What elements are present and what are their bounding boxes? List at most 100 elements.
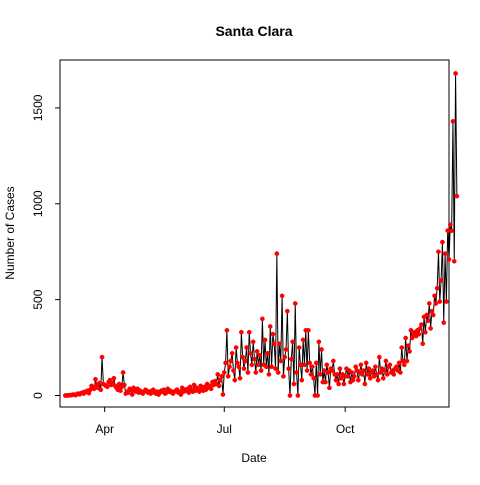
data-point bbox=[308, 361, 312, 365]
data-point bbox=[381, 376, 385, 380]
data-point bbox=[397, 361, 401, 365]
data-point bbox=[359, 363, 363, 367]
data-point bbox=[275, 252, 279, 256]
data-point bbox=[440, 240, 444, 244]
data-point bbox=[394, 365, 398, 369]
data-point bbox=[300, 378, 304, 382]
data-point bbox=[92, 387, 96, 391]
data-point bbox=[322, 368, 326, 372]
data-point bbox=[301, 338, 305, 342]
data-point bbox=[296, 393, 300, 397]
data-point bbox=[260, 317, 264, 321]
data-point bbox=[285, 309, 289, 313]
data-point bbox=[238, 376, 242, 380]
data-point bbox=[427, 301, 431, 305]
data-point bbox=[251, 340, 255, 344]
data-point bbox=[216, 372, 220, 376]
data-point bbox=[442, 321, 446, 325]
data-point bbox=[99, 388, 103, 392]
data-point bbox=[346, 374, 350, 378]
y-tick-label: 0 bbox=[31, 392, 45, 399]
data-point bbox=[276, 370, 280, 374]
data-point bbox=[242, 367, 246, 371]
data-point bbox=[385, 372, 389, 376]
data-point bbox=[221, 392, 225, 396]
data-point bbox=[339, 376, 343, 380]
data-point bbox=[223, 361, 227, 365]
data-point bbox=[272, 342, 276, 346]
data-point bbox=[384, 359, 388, 363]
data-point bbox=[255, 349, 259, 353]
data-point bbox=[297, 345, 301, 349]
data-point bbox=[368, 376, 372, 380]
data-point bbox=[256, 363, 260, 367]
data-point bbox=[279, 359, 283, 363]
data-point bbox=[112, 376, 116, 380]
data-point bbox=[289, 357, 293, 361]
data-point bbox=[105, 385, 109, 389]
data-point bbox=[315, 393, 319, 397]
y-axis-label: Number of Cases bbox=[3, 186, 17, 279]
data-point bbox=[398, 370, 402, 374]
data-point bbox=[93, 377, 97, 381]
data-point bbox=[335, 372, 339, 376]
data-point bbox=[443, 252, 447, 256]
data-point bbox=[402, 363, 406, 367]
data-point bbox=[373, 365, 377, 369]
data-point bbox=[364, 361, 368, 365]
data-point bbox=[376, 378, 380, 382]
data-point bbox=[233, 378, 237, 382]
data-point bbox=[435, 286, 439, 290]
data-point bbox=[337, 382, 341, 386]
data-point bbox=[331, 359, 335, 363]
data-point bbox=[400, 345, 404, 349]
data-point bbox=[229, 359, 233, 363]
data-point bbox=[450, 229, 454, 233]
data-point bbox=[258, 353, 262, 357]
data-point bbox=[237, 365, 241, 369]
data-point bbox=[97, 381, 101, 385]
data-point bbox=[409, 328, 413, 332]
data-point bbox=[284, 347, 288, 351]
data-point bbox=[430, 309, 434, 313]
data-point bbox=[354, 365, 358, 369]
data-point bbox=[245, 345, 249, 349]
data-point bbox=[267, 372, 271, 376]
data-point bbox=[241, 355, 245, 359]
data-point bbox=[277, 342, 281, 346]
data-point bbox=[288, 393, 292, 397]
data-point bbox=[401, 359, 405, 363]
data-point bbox=[365, 372, 369, 376]
data-point bbox=[367, 367, 371, 371]
x-axis-label: Date bbox=[241, 451, 267, 465]
data-point bbox=[273, 367, 277, 371]
data-point bbox=[225, 328, 229, 332]
data-point bbox=[312, 376, 316, 380]
data-point bbox=[218, 378, 222, 382]
data-point bbox=[421, 342, 425, 346]
data-point bbox=[419, 322, 423, 326]
data-point bbox=[426, 319, 430, 323]
data-point bbox=[318, 372, 322, 376]
data-point bbox=[330, 368, 334, 372]
data-point bbox=[222, 370, 226, 374]
data-point bbox=[361, 368, 365, 372]
data-point bbox=[302, 363, 306, 367]
data-point bbox=[280, 294, 284, 298]
y-tick-label: 1000 bbox=[31, 190, 45, 217]
data-point bbox=[226, 374, 230, 378]
data-point bbox=[334, 378, 338, 382]
data-point bbox=[121, 370, 125, 374]
data-point bbox=[220, 374, 224, 378]
data-point bbox=[266, 351, 270, 355]
data-point bbox=[447, 257, 451, 261]
data-point bbox=[342, 382, 346, 386]
data-point bbox=[379, 370, 383, 374]
data-point bbox=[323, 380, 327, 384]
data-point bbox=[448, 223, 452, 227]
data-point bbox=[271, 332, 275, 336]
data-point bbox=[306, 328, 310, 332]
data-point bbox=[452, 259, 456, 263]
data-point bbox=[293, 301, 297, 305]
